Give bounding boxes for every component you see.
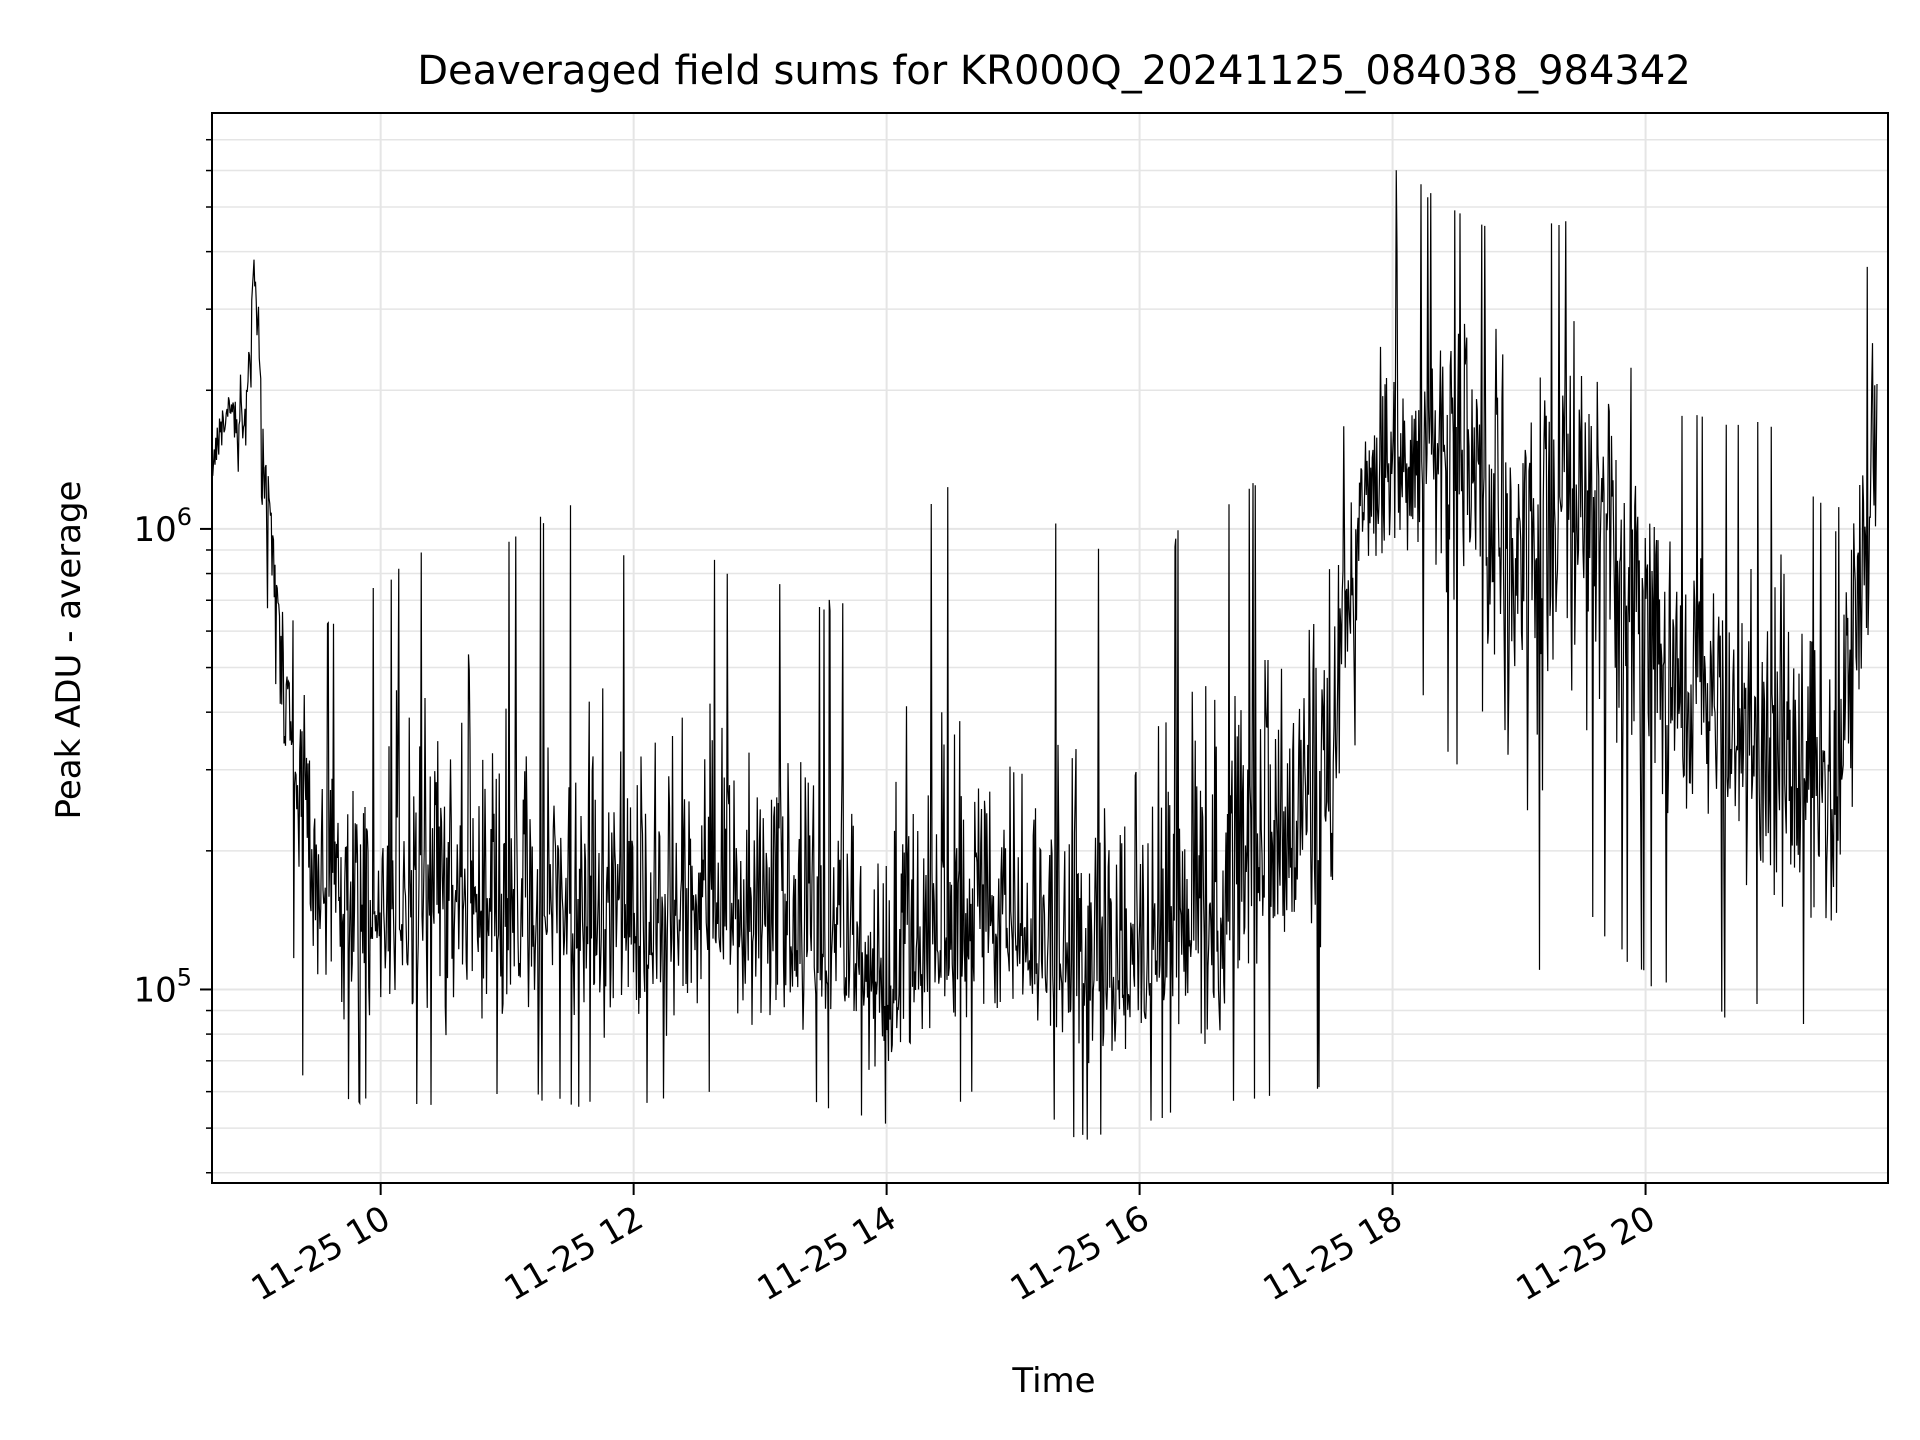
y-tick-label-exponent: 6 bbox=[177, 503, 192, 531]
x-axis-label: Time bbox=[1011, 1361, 1095, 1401]
chart-title: Deaveraged field sums for KR000Q_2024112… bbox=[417, 48, 1691, 94]
series-line bbox=[211, 170, 1878, 1140]
axes-frame bbox=[211, 112, 1889, 1184]
data-series-layer bbox=[211, 170, 1878, 1140]
y-tick-label-base: 10 bbox=[133, 510, 176, 550]
grid-lines bbox=[212, 113, 1888, 1183]
y-tick-label-base: 10 bbox=[133, 970, 176, 1010]
y-tick-label-exponent: 5 bbox=[177, 963, 192, 991]
y-tick-label: 105 bbox=[133, 963, 192, 1010]
y-tick-label: 106 bbox=[133, 503, 192, 550]
y-axis-label: Peak ADU - average bbox=[49, 481, 89, 820]
